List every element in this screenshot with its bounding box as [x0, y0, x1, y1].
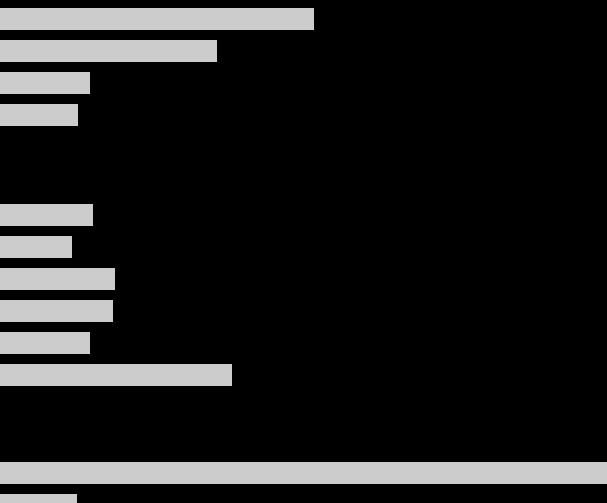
bar-1-1: [0, 236, 72, 258]
bar-1-3: [0, 300, 113, 322]
bar-0-2: [0, 72, 90, 94]
bar-2-0: [0, 462, 607, 484]
bar-1-0: [0, 204, 93, 226]
bar-2-1: [0, 494, 77, 503]
bar-0-1: [0, 40, 217, 62]
bar-1-2: [0, 268, 115, 290]
bar-1-5: [0, 364, 232, 386]
bar-1-4: [0, 332, 90, 354]
bar-0-0: [0, 8, 314, 30]
bar-chart: [0, 0, 607, 503]
bar-0-3: [0, 104, 78, 126]
